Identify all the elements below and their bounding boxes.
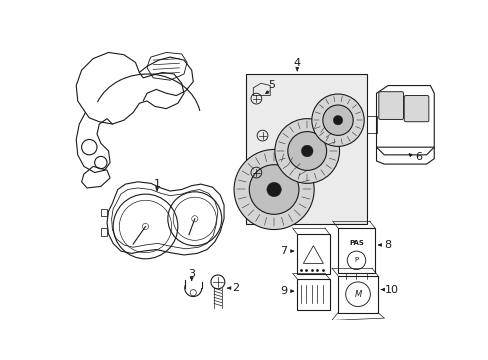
FancyBboxPatch shape bbox=[378, 92, 403, 120]
Circle shape bbox=[301, 145, 312, 157]
Text: 2: 2 bbox=[232, 283, 239, 293]
Text: 1: 1 bbox=[153, 179, 160, 189]
Text: 6: 6 bbox=[414, 152, 422, 162]
Text: M: M bbox=[354, 290, 361, 299]
Text: 7: 7 bbox=[280, 246, 287, 256]
Circle shape bbox=[234, 149, 313, 230]
FancyBboxPatch shape bbox=[245, 74, 366, 224]
Text: P: P bbox=[354, 257, 358, 263]
Circle shape bbox=[274, 119, 339, 183]
Text: 3: 3 bbox=[188, 269, 195, 279]
Circle shape bbox=[333, 116, 342, 125]
Text: 4: 4 bbox=[293, 58, 300, 68]
Circle shape bbox=[322, 105, 352, 135]
Text: 5: 5 bbox=[268, 80, 275, 90]
Circle shape bbox=[287, 132, 326, 170]
Text: PAS: PAS bbox=[348, 240, 363, 246]
Text: 9: 9 bbox=[280, 286, 287, 296]
FancyBboxPatch shape bbox=[404, 95, 428, 122]
Circle shape bbox=[266, 182, 281, 197]
Circle shape bbox=[311, 94, 364, 147]
Text: 10: 10 bbox=[384, 285, 398, 294]
Text: 8: 8 bbox=[384, 240, 391, 250]
Circle shape bbox=[249, 165, 298, 214]
